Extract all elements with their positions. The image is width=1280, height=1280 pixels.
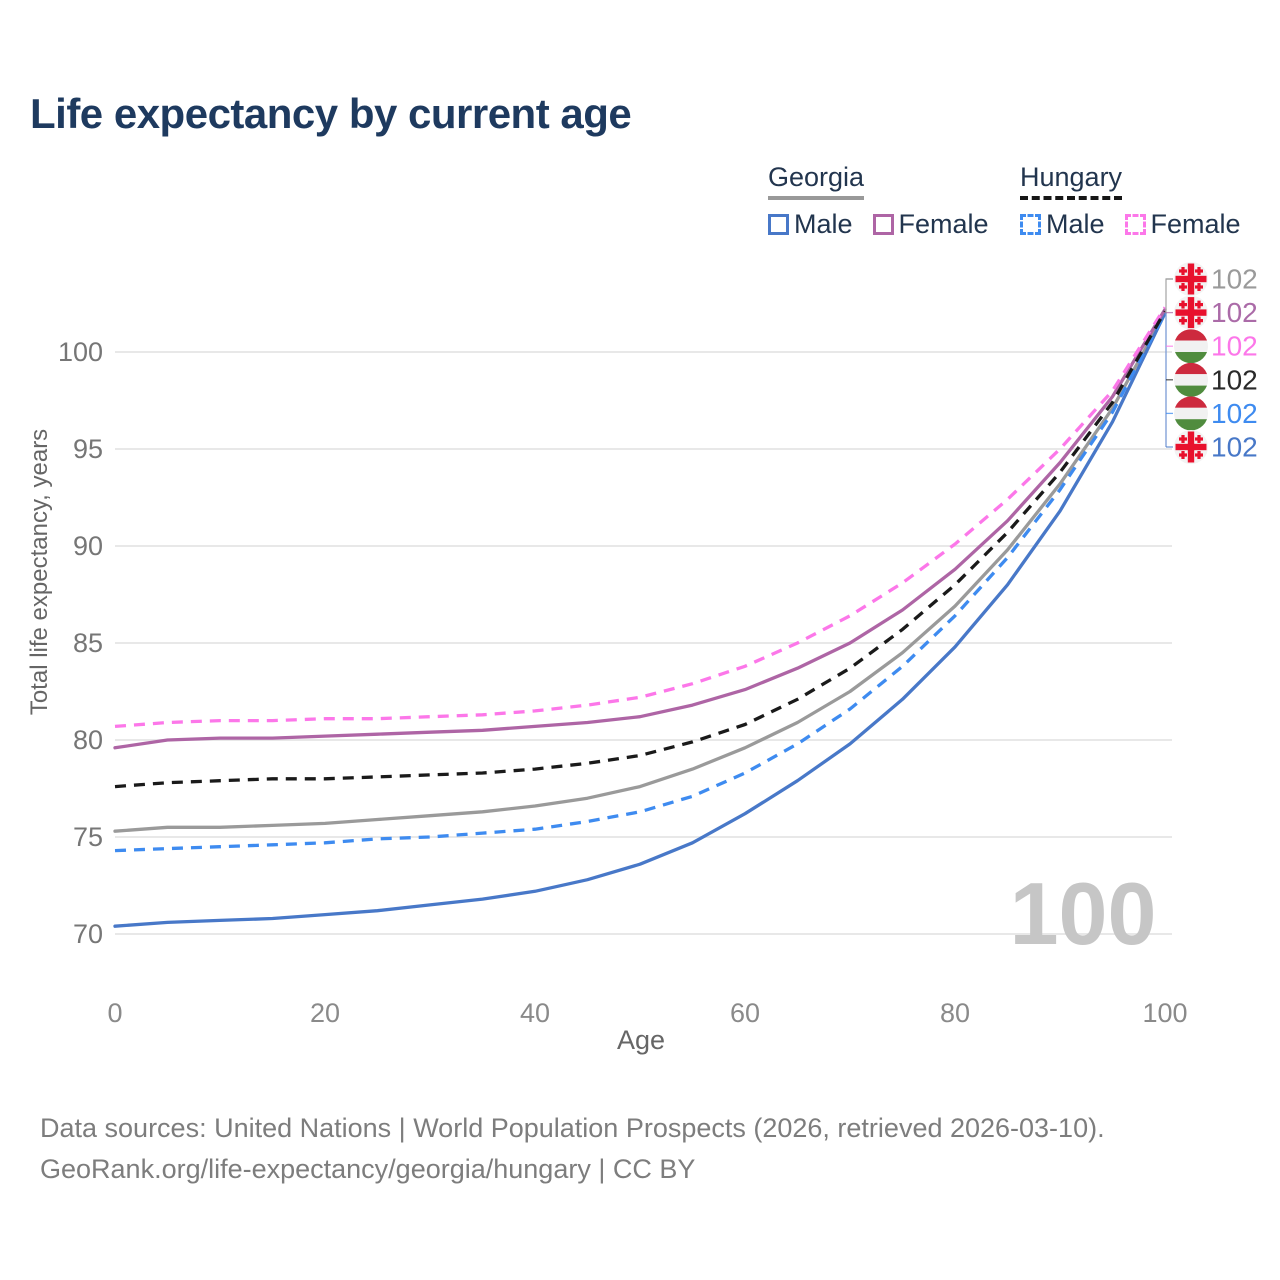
series-line-georgia-total[interactable] — [113, 311, 1167, 833]
x-tick-label: 20 — [310, 998, 340, 1028]
hungary-flag-icon — [1174, 396, 1208, 431]
end-label-value: 102 — [1211, 264, 1258, 295]
y-tick-label: 75 — [73, 822, 103, 852]
end-label-value: 102 — [1211, 432, 1258, 463]
legend-label: Female — [898, 209, 989, 239]
legend-group-hungary: Hungary Male Female — [1020, 162, 1241, 240]
end-label-value: 102 — [1211, 297, 1258, 328]
y-tick-label: 85 — [73, 628, 103, 658]
georgia-male-swatch-icon — [768, 214, 789, 235]
y-tick-label: 90 — [73, 531, 103, 561]
legend-item-georgia-male[interactable]: Male — [768, 209, 853, 240]
series-line-hungary-male[interactable] — [114, 312, 1167, 853]
end-label-value: 102 — [1211, 398, 1258, 429]
leader-line — [1165, 278, 1173, 314]
hungary-flag-icon — [1174, 362, 1208, 397]
chart-legend: Georgia Male Female Hungary Male — [0, 162, 1280, 242]
legend-item-hungary-female[interactable]: Female — [1124, 209, 1241, 240]
hungary-flag-icon — [1174, 329, 1208, 364]
end-label-value: 102 — [1211, 364, 1258, 395]
legend-header-hungary[interactable]: Hungary — [1020, 162, 1123, 200]
legend-group-georgia: Georgia Male Female — [768, 162, 989, 240]
age-watermark: 100 — [1010, 864, 1157, 963]
chart-footer: Data sources: United Nations | World Pop… — [40, 1108, 1105, 1190]
series-line-hungary-total[interactable] — [114, 310, 1167, 789]
x-tick-label: 60 — [730, 998, 760, 1028]
hungary-female-swatch-icon — [1124, 214, 1146, 235]
data-sources-text: Data sources: United Nations | World Pop… — [40, 1113, 1105, 1143]
georgia-female-swatch-icon — [872, 214, 894, 235]
y-tick-label: 70 — [73, 919, 103, 949]
georgia-flag-icon — [1174, 295, 1208, 330]
legend-label: Female — [1150, 209, 1241, 239]
series-line-georgia-female[interactable] — [113, 307, 1167, 750]
legend-label: Male — [794, 209, 853, 239]
x-axis-title: Age — [617, 1025, 665, 1055]
page-title: Life expectancy by current age — [30, 90, 632, 137]
x-tick-label: 40 — [520, 998, 550, 1028]
y-tick-label: 100 — [58, 337, 103, 367]
y-axis-title: Total life expectancy, years — [26, 429, 53, 715]
series-line-hungary-female[interactable] — [114, 306, 1167, 729]
series-line-georgia-male[interactable] — [113, 311, 1167, 928]
attribution-text: GeoRank.org/life-expectancy/georgia/hung… — [40, 1154, 696, 1184]
legend-item-georgia-female[interactable]: Female — [872, 209, 989, 240]
hungary-male-swatch-icon — [1020, 214, 1041, 235]
georgia-flag-icon — [1174, 430, 1208, 464]
y-tick-label: 80 — [73, 725, 103, 755]
end-label-value: 102 — [1211, 331, 1258, 362]
x-tick-label: 0 — [107, 998, 122, 1028]
legend-header-georgia[interactable]: Georgia — [768, 162, 865, 200]
legend-item-hungary-male[interactable]: Male — [1020, 209, 1105, 240]
y-tick-label: 95 — [73, 434, 103, 464]
georgia-flag-icon — [1174, 262, 1208, 296]
x-tick-label: 100 — [1142, 998, 1187, 1028]
x-tick-label: 80 — [940, 998, 970, 1028]
legend-label: Male — [1046, 209, 1105, 239]
